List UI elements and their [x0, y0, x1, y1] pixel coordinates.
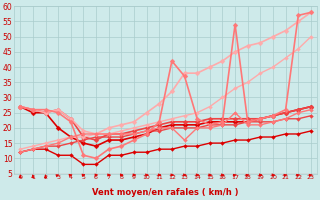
X-axis label: Vent moyen/en rafales ( km/h ): Vent moyen/en rafales ( km/h )	[92, 188, 239, 197]
